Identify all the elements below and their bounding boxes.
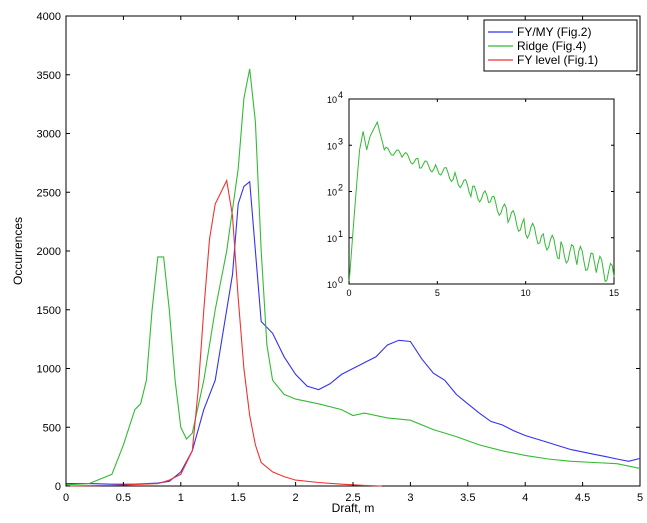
y-axis-title: Occurrences <box>11 217 25 285</box>
inset-x-tick-label: 15 <box>609 288 619 298</box>
inset-x-tick-label: 5 <box>435 288 440 298</box>
main-ticks-group: 0 0.5 1 1.5 2 2.5 3 3.5 4 4.5 50500100015002000250… <box>37 11 644 504</box>
inset-series-line <box>348 120 615 285</box>
x-tick-label: 4.5 <box>575 492 590 504</box>
x-tick-label: 2.5 <box>345 492 360 504</box>
y-tick-label: 3000 <box>37 129 61 141</box>
main-series-group <box>65 68 641 487</box>
x-tick-label: 3 <box>407 492 413 504</box>
series-line-fy-my-fig-2 <box>66 180 641 485</box>
inset-x-tick-label: 10 <box>521 288 531 298</box>
x-tick-label: 3.5 <box>460 492 475 504</box>
x-tick-label: 4 <box>522 492 528 504</box>
y-tick-label: 1500 <box>37 305 61 317</box>
y-tick-label: 0 <box>55 481 61 493</box>
x-tick-label: 1.5 <box>231 492 246 504</box>
y-tick-label: 500 <box>43 422 61 434</box>
y-tick-label: 2000 <box>37 246 61 258</box>
series-line-ridge-fig-4 <box>65 68 641 486</box>
inset-y-tick-label: 10 <box>327 95 337 105</box>
y-tick-label: 1000 <box>37 364 61 376</box>
inset-y-tick-exponent: 1 <box>338 229 343 239</box>
inset-series-group <box>348 120 615 285</box>
legend-label-fy-my: FY/MY (Fig.2) <box>517 25 591 39</box>
x-tick-label: 1 <box>178 492 184 504</box>
inset-x-tick-label: 0 <box>346 288 351 298</box>
inset-y-tick-label: 10 <box>327 141 337 151</box>
x-tick-label: 2 <box>293 492 299 504</box>
inset-y-tick-label: 10 <box>327 280 337 290</box>
series-line-fy-level-fig-1 <box>65 178 382 487</box>
inset-y-tick-label: 10 <box>327 188 337 198</box>
inset-y-tick-exponent: 3 <box>338 136 343 146</box>
y-tick-label: 2500 <box>37 187 61 199</box>
y-tick-label: 4000 <box>37 11 61 23</box>
x-tick-label: 0.5 <box>116 492 131 504</box>
inset-y-tick-exponent: 0 <box>338 275 343 285</box>
legend: FY/MY (Fig.2) Ridge (Fig.4) FY level (Fi… <box>483 19 638 72</box>
inset-y-tick-label: 10 <box>327 234 337 244</box>
x-tick-label: 5 <box>637 492 643 504</box>
inset-y-tick-exponent: 2 <box>338 183 343 193</box>
inset-y-tick-exponent: 4 <box>338 90 343 100</box>
legend-label-ridge: Ridge (Fig.4) <box>517 39 586 53</box>
x-tick-label: 0 <box>63 492 69 504</box>
x-axis-title: Draft, m <box>332 501 375 515</box>
y-tick-label: 3500 <box>37 70 61 82</box>
inset-frame <box>348 98 615 285</box>
legend-label-fy-level: FY level (Fig.1) <box>517 53 598 67</box>
